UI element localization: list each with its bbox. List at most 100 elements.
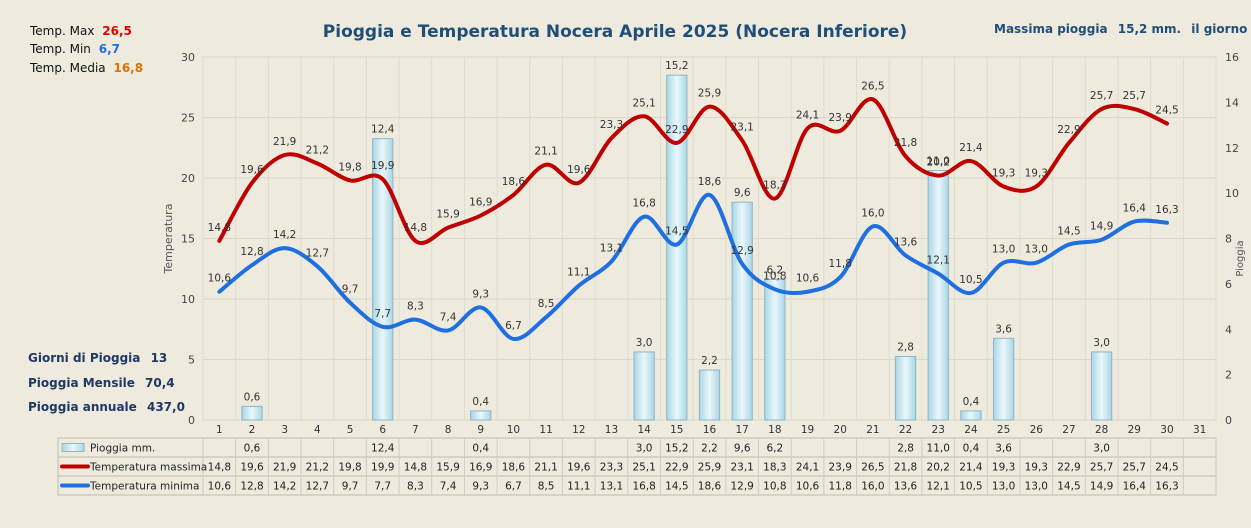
y-right-tick-label: 8 — [1225, 233, 1232, 246]
max-rain-value: 15,2 mm. — [1117, 22, 1182, 36]
tmin-data-label: 10,8 — [763, 270, 786, 282]
y-right-axis-title: Pioggia — [1235, 240, 1246, 276]
data-table-cell: 23,9 — [829, 462, 852, 474]
y-left-tick-label: 10 — [181, 293, 195, 306]
annual-rain-value: 437,0 — [146, 400, 185, 414]
tmin-data-label: 16,8 — [632, 198, 655, 210]
max-rain-suffix: il giorno 15 — [1191, 22, 1251, 36]
tmax-data-label: 23,9 — [829, 112, 852, 124]
rain-bar — [470, 410, 492, 421]
y-right-tick-label: 2 — [1225, 369, 1232, 382]
chart-title: Pioggia e Temperatura Nocera Aprile 2025… — [322, 22, 908, 42]
data-table-cell: 19,6 — [240, 462, 264, 474]
tmax-data-label: 19,3 — [1025, 167, 1048, 179]
y-left-tick-label: 0 — [188, 414, 195, 427]
legend-rain-swatch — [61, 443, 85, 452]
tmax-data-label: 25,7 — [1123, 90, 1146, 102]
data-table-cell: 12,4 — [371, 443, 395, 455]
x-tick-label: 16 — [703, 424, 717, 436]
tmax-data-label: 22,9 — [665, 124, 688, 136]
tmin-data-label: 8,3 — [407, 301, 424, 313]
data-table-cell: 19,3 — [1025, 462, 1048, 474]
y-left-tick-label: 5 — [188, 354, 195, 367]
tmin-data-label: 16,4 — [1123, 203, 1147, 215]
legend-series-name: Temperatura massima — [89, 462, 207, 474]
data-table-cell: 23,1 — [730, 462, 753, 474]
tmin-data-label: 11,1 — [567, 267, 590, 279]
rain-bar — [764, 278, 786, 421]
x-tick-label: 21 — [866, 424, 879, 436]
rain-data-label: 0,4 — [963, 396, 980, 408]
tmin-data-label: 14,2 — [273, 229, 296, 241]
rain-bar — [992, 337, 1015, 421]
tmax-data-label: 21,1 — [534, 146, 557, 158]
rain-bar — [1090, 351, 1113, 421]
x-tick-label: 29 — [1128, 424, 1141, 436]
y-left-tick-label: 30 — [181, 51, 195, 64]
temp-max-label: Temp. Max — [30, 24, 95, 38]
data-table-cell: 3,6 — [995, 443, 1012, 455]
tmin-line — [217, 192, 1169, 341]
data-table-cell: 13,0 — [1025, 481, 1048, 493]
data-table-cell: 16,4 — [1123, 481, 1147, 493]
data-table-cell: 18,6 — [698, 481, 722, 493]
tmax-data-label: 19,9 — [371, 160, 394, 172]
data-table-cell: 19,6 — [567, 462, 591, 474]
tmin-data-label: 12,7 — [306, 247, 329, 259]
data-table-cell: 2,2 — [701, 443, 718, 455]
x-tick-label: 31 — [1193, 424, 1206, 436]
data-table-cell: 3,0 — [636, 443, 653, 455]
data-table-cell: 8,5 — [538, 481, 555, 493]
tmax-data-label: 19,8 — [338, 161, 361, 173]
data-table-cell: 13,1 — [600, 481, 623, 493]
rain-days-summary: Giorni di Pioggia 13 — [28, 351, 167, 365]
tmin-data-label: 13,6 — [894, 236, 918, 248]
x-tick-label: 7 — [412, 424, 419, 436]
x-tick-label: 14 — [637, 424, 651, 436]
y-right-tick-label: 4 — [1225, 323, 1232, 336]
x-tick-label: 6 — [379, 424, 386, 436]
data-table-cell: 23,3 — [600, 462, 623, 474]
rain-data-label: 2,8 — [897, 341, 914, 353]
tmax-data-label: 23,3 — [600, 119, 623, 131]
tmin-data-label: 12,8 — [240, 246, 263, 258]
tmin-data-label: 12,1 — [927, 255, 950, 267]
tmin-data-label: 11,8 — [829, 258, 852, 270]
x-tick-label: 4 — [314, 424, 321, 436]
x-tick-label: 17 — [735, 424, 748, 436]
rain-data-label: 2,2 — [701, 355, 718, 367]
temp-avg-stat: Temp. Media 16,8 — [30, 61, 143, 75]
x-tick-label: 12 — [572, 424, 585, 436]
x-tick-label: 23 — [932, 424, 945, 436]
tmax-data-label: 25,9 — [698, 88, 721, 100]
data-table-cell: 22,9 — [1057, 462, 1080, 474]
rain-bar — [894, 355, 917, 421]
data-table-cell: 10,8 — [763, 481, 786, 493]
data-table-cell: 25,9 — [698, 462, 721, 474]
monthly-rain-label: Pioggia Mensile — [28, 376, 135, 390]
data-table-cell: 21,9 — [273, 462, 296, 474]
data-table-cell: 26,5 — [861, 462, 884, 474]
tmax-data-label: 18,6 — [502, 176, 526, 188]
data-table-cell: 16,3 — [1155, 481, 1178, 493]
data-table-cell: 0,4 — [472, 443, 489, 455]
tmin-data-label: 9,3 — [472, 288, 489, 300]
data-table-cell: 19,9 — [371, 462, 394, 474]
data-table-cell: 2,8 — [897, 443, 914, 455]
data-table-cell: 21,8 — [894, 462, 917, 474]
data-table-cell: 14,9 — [1090, 481, 1113, 493]
temp-min-label: Temp. Min — [30, 42, 91, 56]
data-table-cell: 18,3 — [763, 462, 786, 474]
annual-rain-summary: Pioggia annuale 437,0 — [28, 400, 185, 414]
x-tick-label: 1 — [216, 424, 223, 436]
tmax-data-label: 20,2 — [927, 157, 950, 169]
rain-bar — [927, 169, 949, 421]
data-table-cell: 19,8 — [338, 462, 361, 474]
tmax-data-label: 18,3 — [763, 180, 786, 192]
tmax-data-label: 19,6 — [240, 164, 264, 176]
data-table-cell: 18,6 — [502, 462, 526, 474]
data-table-cell: 20,2 — [927, 462, 950, 474]
data-table-cell: 14,2 — [273, 481, 296, 493]
tmin-data-label: 13,0 — [992, 244, 1015, 256]
